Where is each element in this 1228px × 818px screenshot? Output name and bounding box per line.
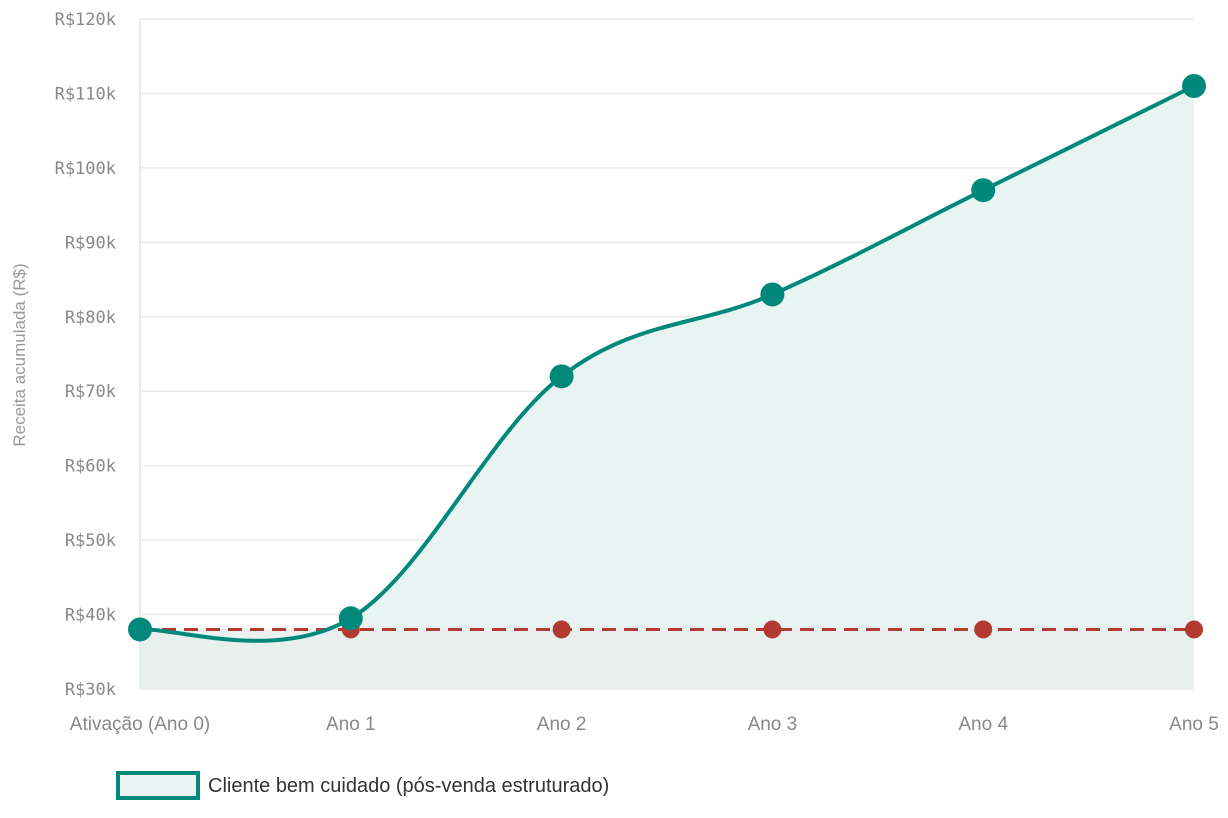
series-1-point bbox=[971, 178, 996, 203]
x-tick-label: Ano 4 bbox=[958, 714, 1008, 735]
legend-label: Cliente bem cuidado (pós-venda estrutura… bbox=[208, 775, 609, 797]
y-tick-label: R$40k bbox=[65, 606, 116, 626]
series-area-2 bbox=[140, 629, 1194, 689]
y-tick-label: R$30k bbox=[65, 680, 116, 700]
series-line-1 bbox=[138, 84, 1196, 643]
x-tick-label: Ativação (Ano 0) bbox=[70, 714, 210, 735]
legend-swatch bbox=[116, 771, 200, 800]
y-tick-label: R$120k bbox=[55, 10, 116, 30]
series-lines bbox=[138, 84, 1196, 643]
series-area-1 bbox=[140, 86, 1194, 689]
series-points bbox=[128, 74, 1206, 642]
series-1-point bbox=[128, 617, 152, 642]
y-tick-label: R$50k bbox=[65, 531, 116, 551]
y-tick-label: R$60k bbox=[65, 457, 116, 477]
series-1-point bbox=[760, 282, 785, 307]
series-fills bbox=[140, 86, 1194, 689]
x-tick-label: Ano 3 bbox=[748, 714, 798, 735]
series-1-point bbox=[338, 606, 363, 631]
x-tick-label: Ano 1 bbox=[326, 714, 376, 735]
y-tick-label: R$70k bbox=[65, 382, 116, 402]
y-tick-label: R$110k bbox=[55, 84, 116, 104]
x-tick-labels: Ativação (Ano 0) Ano 1 Ano 2 Ano 3 Ano 4 Ano … bbox=[70, 714, 1219, 735]
x-tick-label: Ano 2 bbox=[537, 714, 587, 735]
y-tick-label: R$90k bbox=[65, 233, 116, 253]
y-tick-labels: R$30k R$40k R$50k R$60k R$70k R$80k R$90k R$100… bbox=[55, 10, 116, 700]
x-tick-label: Ano 5 bbox=[1169, 714, 1219, 735]
y-tick-label: R$100k bbox=[55, 159, 116, 179]
series-2-point bbox=[974, 620, 993, 639]
series-2-point bbox=[763, 620, 782, 639]
legend: Cliente bem cuidado (pós-venda estrutura… bbox=[116, 771, 609, 800]
series-2-point bbox=[552, 620, 571, 639]
series-1-point bbox=[1182, 74, 1206, 98]
y-axis-title: Receita acumulada (R$) bbox=[10, 263, 29, 446]
y-tick-label: R$80k bbox=[65, 308, 116, 328]
series-2-point bbox=[1185, 620, 1203, 639]
series-1-point bbox=[549, 364, 574, 389]
